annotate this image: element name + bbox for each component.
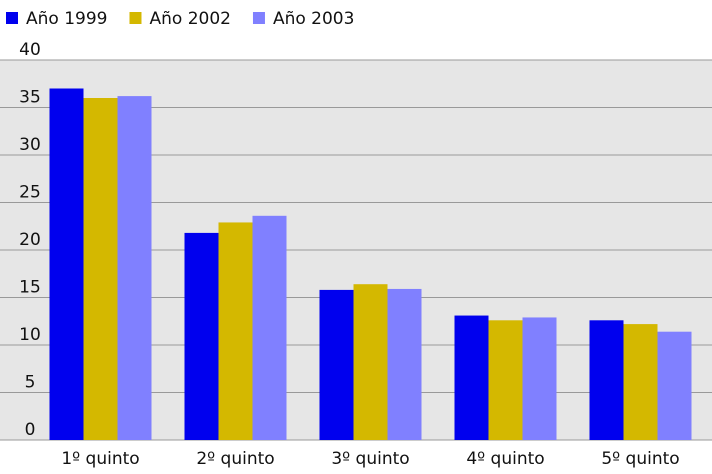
bar xyxy=(252,215,287,440)
legend-label: Año 2002 xyxy=(149,9,230,29)
legend-label: Año 1999 xyxy=(26,9,107,29)
bar xyxy=(83,98,118,440)
y-tick-label: 5 xyxy=(25,373,36,393)
x-tick-label: 2º quinto xyxy=(196,449,274,469)
x-tick-label: 5º quinto xyxy=(601,449,679,469)
y-tick-label: 20 xyxy=(19,230,41,250)
y-tick-label: 15 xyxy=(19,278,41,298)
legend-swatch xyxy=(252,12,265,24)
bar xyxy=(454,315,489,440)
bar xyxy=(657,331,692,440)
bar xyxy=(387,288,422,440)
x-tick-label: 3º quinto xyxy=(331,449,409,469)
bar xyxy=(589,320,624,440)
bar xyxy=(184,232,219,440)
y-tick-label: 0 xyxy=(25,420,36,440)
bar xyxy=(522,317,557,440)
bar xyxy=(49,88,84,440)
legend-label: Año 2003 xyxy=(273,9,354,29)
x-tick-label: 4º quinto xyxy=(466,449,544,469)
bar xyxy=(623,324,658,440)
y-tick-label: 40 xyxy=(19,40,41,60)
legend-swatch xyxy=(6,12,18,24)
y-tick-label: 30 xyxy=(19,135,41,155)
y-tick-label: 25 xyxy=(19,183,41,203)
y-tick-label: 10 xyxy=(19,325,41,345)
bar xyxy=(488,320,523,440)
x-tick-label: 1º quinto xyxy=(61,449,139,469)
legend-swatch xyxy=(129,12,142,24)
bar xyxy=(353,284,388,440)
bar xyxy=(319,289,354,440)
bar xyxy=(218,222,253,440)
y-tick-label: 35 xyxy=(19,88,41,108)
bar xyxy=(117,96,152,440)
